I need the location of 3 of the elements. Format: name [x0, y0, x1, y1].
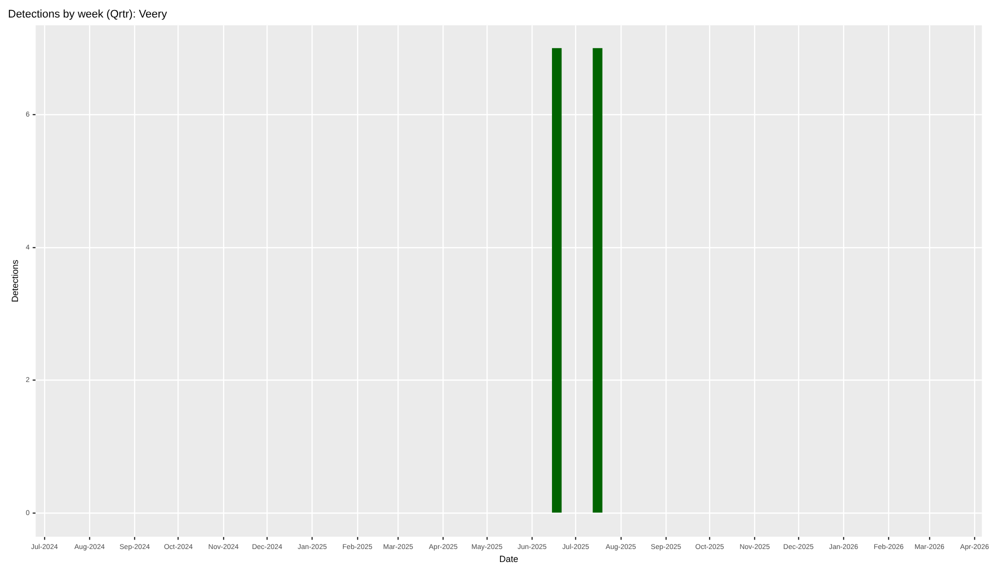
y-axis-title: Detections	[10, 259, 20, 302]
x-axis-title: Date	[499, 554, 518, 564]
chart-title: Detections by week (Qrtr): Veery	[8, 8, 168, 21]
